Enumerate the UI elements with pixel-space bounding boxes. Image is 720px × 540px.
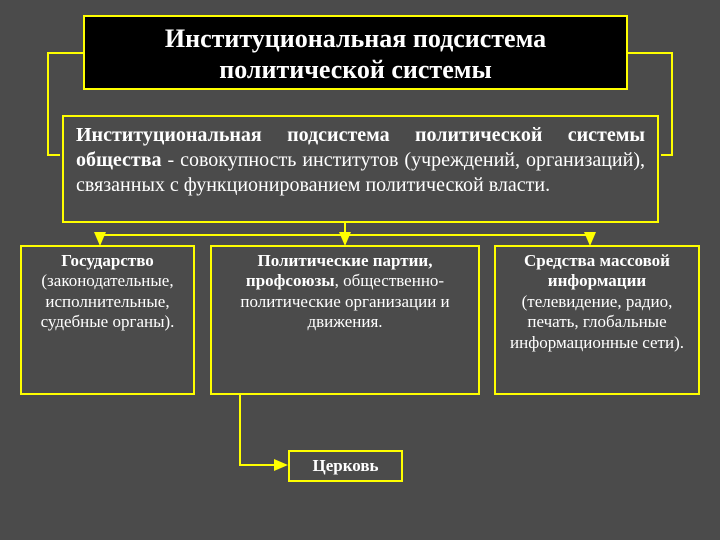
definition-box: Институциональная подсистема политическо… bbox=[62, 115, 659, 223]
church-box: Церковь bbox=[288, 450, 403, 482]
title-box: Институциональная подсистема политическо… bbox=[83, 15, 628, 90]
slide: Институциональная подсистема политическо… bbox=[0, 0, 720, 540]
column-media-bold: Средства массовой информации bbox=[524, 251, 670, 290]
column-media-rest: (телевидение, радио, печать, глобальные … bbox=[510, 292, 684, 352]
column-media: Средства массовой информации (телевидени… bbox=[494, 245, 700, 395]
column-state-bold: Государство bbox=[61, 251, 154, 270]
column-parties: Политические партии, профсоюзы, обществе… bbox=[210, 245, 480, 395]
column-state: Государство (законодательные, исполнител… bbox=[20, 245, 195, 395]
column-state-rest: (законодательные, исполнительные, судебн… bbox=[41, 271, 175, 331]
definition-rest: - совокупность институтов (учреждений, о… bbox=[76, 149, 645, 196]
